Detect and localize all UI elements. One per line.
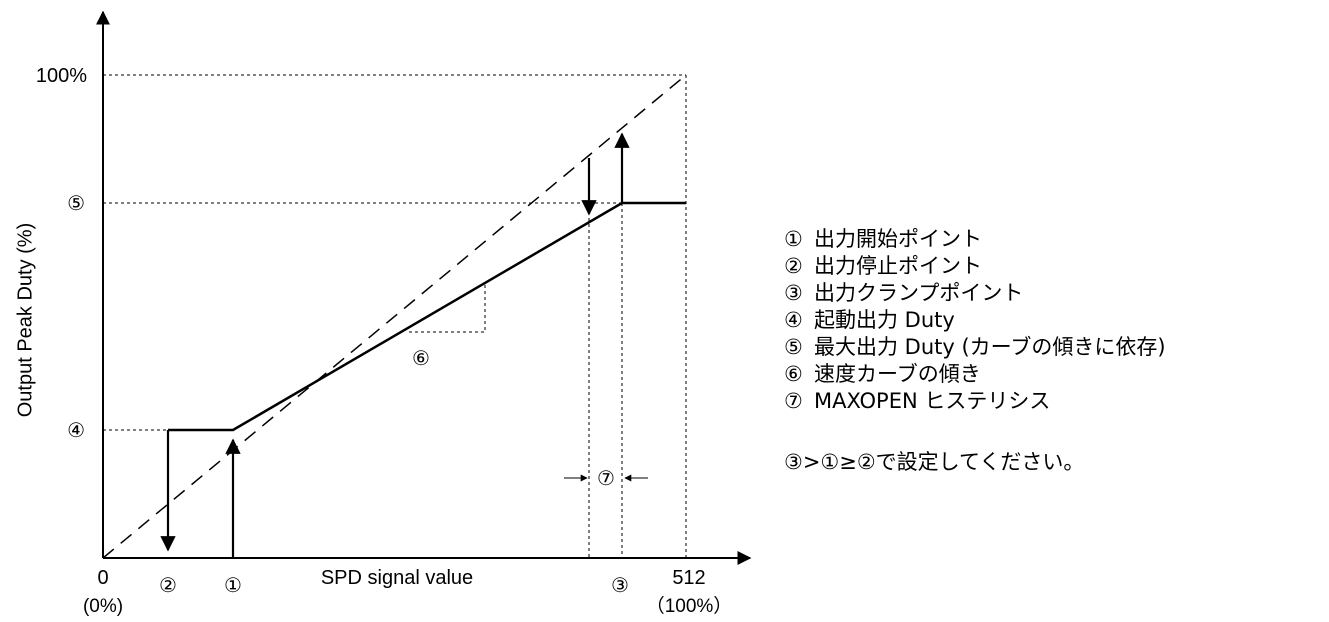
reference-diagonal-line — [102, 74, 687, 559]
guide-lines — [103, 74, 687, 558]
legend-text: 出力開始ポイント — [814, 227, 982, 251]
legend-text: 起動出力 Duty — [814, 308, 955, 332]
legend-num: ⑥ — [784, 362, 803, 386]
y-axis-label: Output Peak Duty (%) — [14, 223, 36, 418]
legend-num: ② — [784, 254, 803, 278]
x-tick-start-point: ① — [224, 575, 242, 597]
y-tick-100: 100% — [36, 65, 87, 87]
legend-item: ② 出力停止ポイント — [784, 253, 1166, 280]
duty-curve-diagram: Output Peak Duty (%) 100% ⑤ ④ 0 (0%) ② ①… — [14, 10, 752, 617]
x-tick-zero: 0 — [97, 567, 108, 589]
legend-item: ④ 起動出力 Duty — [784, 307, 1166, 334]
legend-item: ① 出力開始ポイント — [784, 226, 1166, 253]
legend-item: ⑤ 最大出力 Duty (カーブの傾きに依存) — [784, 334, 1166, 361]
legend-text: 出力停止ポイント — [814, 254, 982, 278]
y-tick-duty4: ④ — [67, 420, 85, 442]
x-tick-zero-pct: (0%) — [83, 596, 123, 617]
x-tick-clamp-point: ③ — [611, 575, 629, 597]
x-axis-label: SPD signal value — [321, 567, 473, 589]
slope-marker: ⑥ — [412, 348, 430, 370]
slope-triangle — [408, 285, 486, 333]
legend-text: 出力クランプポイント — [814, 281, 1024, 305]
legend: ① 出力開始ポイント ② 出力停止ポイント ③ 出力クランプポイント ④ 起動出力 Du… — [784, 226, 1166, 415]
duty-curve-line — [168, 201, 686, 432]
legend-num: ⑤ — [784, 335, 803, 359]
y-tick-duty5: ⑤ — [67, 193, 85, 215]
x-tick-stop-point: ② — [159, 575, 177, 597]
hysteresis-marker: ⑦ — [597, 468, 615, 490]
legend-num: ① — [784, 227, 803, 251]
legend-text: 最大出力 Duty (カーブの傾きに依存) — [814, 335, 1166, 359]
legend-num: ④ — [784, 308, 803, 332]
x-tick-max: 512 — [672, 567, 705, 589]
legend-text: MAXOPEN ヒステリシス — [814, 389, 1051, 413]
legend-item: ③ 出力クランプポイント — [784, 280, 1166, 307]
legend-text: 速度カーブの傾き — [814, 362, 981, 386]
legend-item: ⑦ MAXOPEN ヒステリシス — [784, 388, 1166, 415]
legend-num: ③ — [784, 281, 803, 305]
x-tick-max-pct: （100%） — [646, 595, 733, 617]
setting-note: ③>①≥②で設定してください。 — [784, 450, 1085, 474]
legend-item: ⑥ 速度カーブの傾き — [784, 361, 1166, 388]
legend-num: ⑦ — [784, 389, 803, 413]
